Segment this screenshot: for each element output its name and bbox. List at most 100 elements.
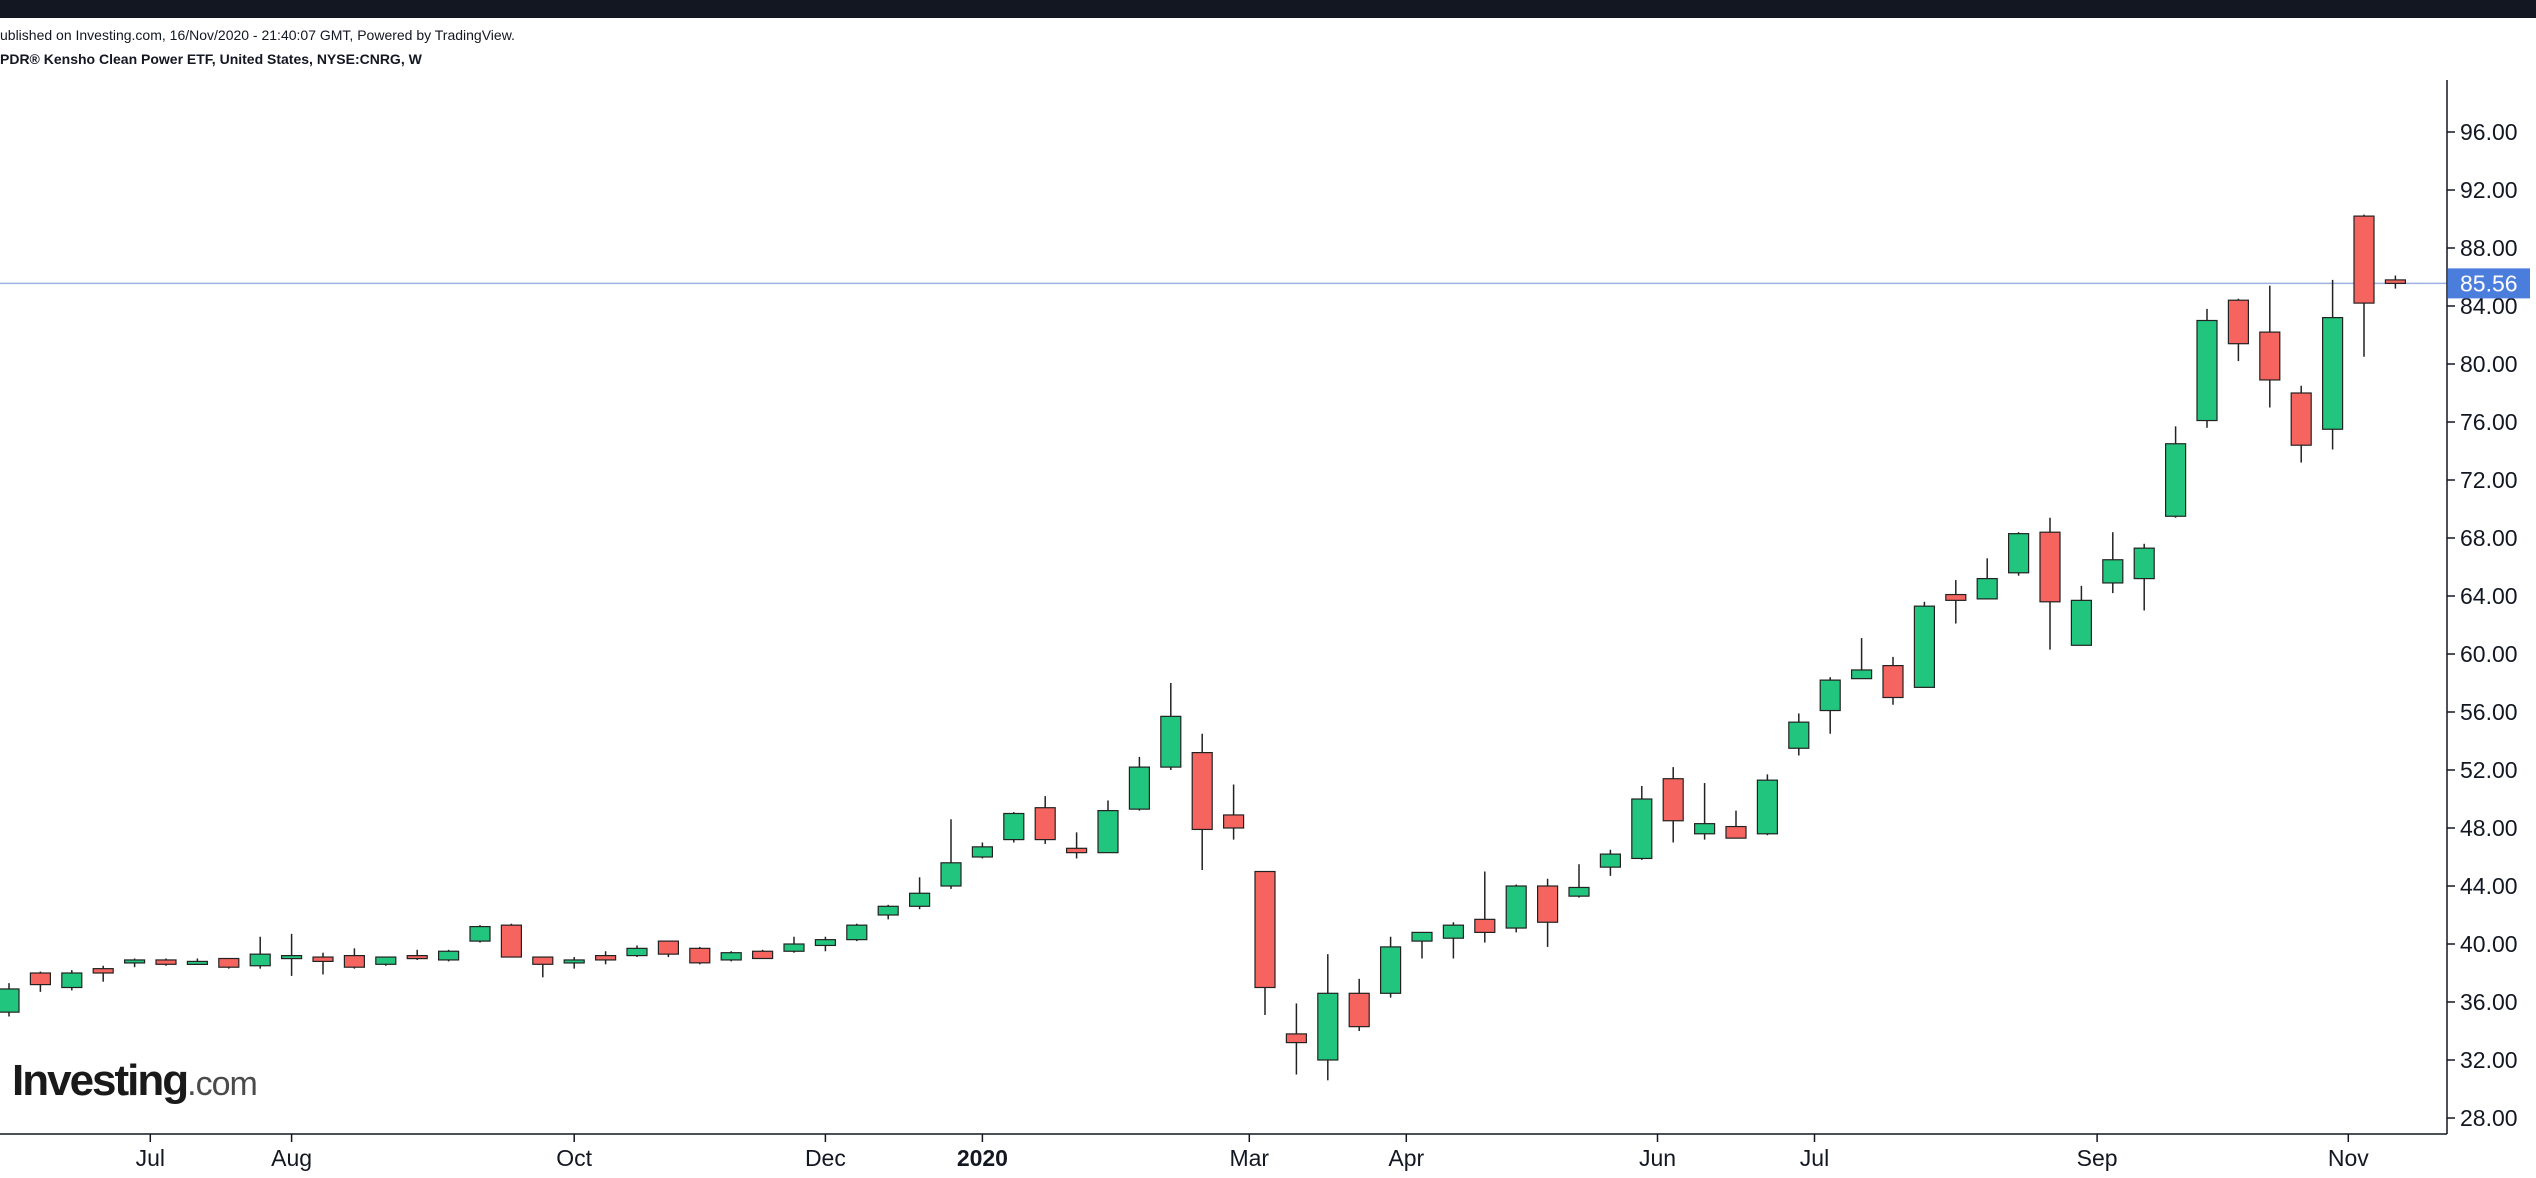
candle: [689, 946, 711, 965]
candle: [123, 958, 146, 968]
candle: [1945, 580, 1967, 624]
candle: [1128, 756, 1151, 811]
candle: [751, 949, 774, 960]
candle-body-down: [751, 950, 774, 960]
candle: [657, 940, 680, 958]
candle: [406, 949, 428, 960]
y-tick-label: 80.00: [2460, 351, 2518, 377]
candle: [281, 933, 303, 976]
candle-body-up: [1756, 779, 1779, 835]
x-tick-label: Jun: [1639, 1145, 1676, 1171]
candle-body-up: [2070, 599, 2092, 646]
candle-body-up: [1160, 715, 1182, 768]
candle: [1003, 812, 1025, 843]
candle: [218, 957, 240, 969]
candle-body-up: [1819, 679, 1841, 712]
candle-body-up: [1411, 931, 1433, 942]
candle-body-down: [92, 968, 114, 974]
candle-body-up: [626, 947, 648, 957]
candle: [626, 945, 648, 958]
candle-body-up: [1317, 992, 1339, 1061]
x-tick-label: Oct: [556, 1145, 592, 1171]
candle-body-up: [1599, 853, 1622, 868]
x-tick-label: Apr: [1388, 1145, 1424, 1171]
candle: [1631, 785, 1653, 860]
y-tick-label: 48.00: [2460, 815, 2518, 841]
candle-body-up: [1850, 669, 1873, 680]
candle: [1536, 878, 1559, 947]
x-tick-label: Aug: [271, 1145, 312, 1171]
y-tick-label: 36.00: [2460, 989, 2518, 1015]
x-tick-label: 2020: [957, 1145, 1008, 1171]
candle: [1191, 733, 1213, 871]
x-tick-label: Jul: [1800, 1145, 1829, 1171]
candle: [1882, 656, 1904, 705]
candle-body-down: [1725, 825, 1747, 839]
candle: [1850, 638, 1873, 680]
y-tick-label: 64.00: [2460, 583, 2518, 609]
last-price-label: 85.56: [2460, 270, 2518, 296]
candle-body-down: [2227, 299, 2249, 345]
candle: [1819, 677, 1841, 734]
candle-body-up: [846, 924, 868, 941]
y-tick-label: 60.00: [2460, 641, 2518, 667]
candle-body-up: [438, 950, 460, 961]
x-tick-label: Mar: [1229, 1145, 1269, 1171]
candle: [1065, 832, 1088, 859]
candle-body-down: [1348, 992, 1370, 1028]
candle-body-down: [1285, 1033, 1308, 1044]
candle-body-up: [2102, 559, 2124, 584]
candle-body-up: [375, 956, 397, 965]
candle: [971, 842, 994, 859]
candle-body-up: [940, 862, 962, 887]
candle-body-down: [1191, 751, 1213, 831]
candle-body-down: [29, 972, 51, 986]
candle: [438, 949, 460, 962]
candle-body-up: [720, 952, 742, 961]
candle: [1693, 783, 1716, 840]
investing-logo: Investing.com: [12, 1056, 258, 1106]
logo-main: Investing: [12, 1056, 189, 1105]
candle: [1411, 931, 1433, 959]
candle-body-up: [249, 953, 271, 967]
candle: [2007, 532, 2030, 576]
candle: [1976, 558, 1998, 600]
candle: [1160, 683, 1182, 770]
candle: [594, 951, 617, 965]
candle-body-up: [1913, 605, 1936, 688]
candle-body-up: [1631, 798, 1653, 860]
candle: [2353, 214, 2375, 357]
candle-body-up: [2322, 317, 2344, 430]
candle-body-up: [1442, 924, 1465, 939]
candle-body-up: [783, 943, 805, 952]
candle: [2070, 585, 2092, 646]
candle: [1474, 871, 1496, 943]
candle-body-down: [2290, 392, 2312, 446]
symbol-title: PDR® Kensho Clean Power ETF, United Stat…: [0, 51, 422, 67]
candle: [1097, 800, 1119, 854]
candle-body-up: [1505, 885, 1527, 929]
candle: [29, 971, 51, 992]
candle-body-down: [689, 947, 711, 964]
y-tick-label: 88.00: [2460, 235, 2518, 261]
last-price-marker: 85.56: [2448, 268, 2530, 299]
candle: [2039, 517, 2061, 650]
candle: [61, 970, 83, 991]
candle-body-up: [281, 954, 303, 960]
candle-body-down: [1474, 918, 1496, 933]
candle: [2196, 308, 2218, 428]
candle: [532, 956, 554, 978]
x-axis-ticks: Jul Aug Oct Dec 2020 Mar Apr Jun Jul Sep Nov: [136, 1134, 2369, 1171]
candle: [1725, 810, 1747, 839]
candle: [0, 983, 20, 1017]
published-caption: ublished on Investing.com, 16/Nov/2020 -…: [0, 27, 515, 43]
candle: [2102, 532, 2124, 594]
candle-body-up: [563, 959, 585, 964]
candle-body-down: [1536, 885, 1559, 923]
candle: [720, 951, 742, 962]
candle-body-down: [1882, 664, 1904, 699]
x-tick-label: Dec: [805, 1145, 846, 1171]
candle-body-down: [532, 956, 554, 965]
candle: [1599, 849, 1622, 876]
